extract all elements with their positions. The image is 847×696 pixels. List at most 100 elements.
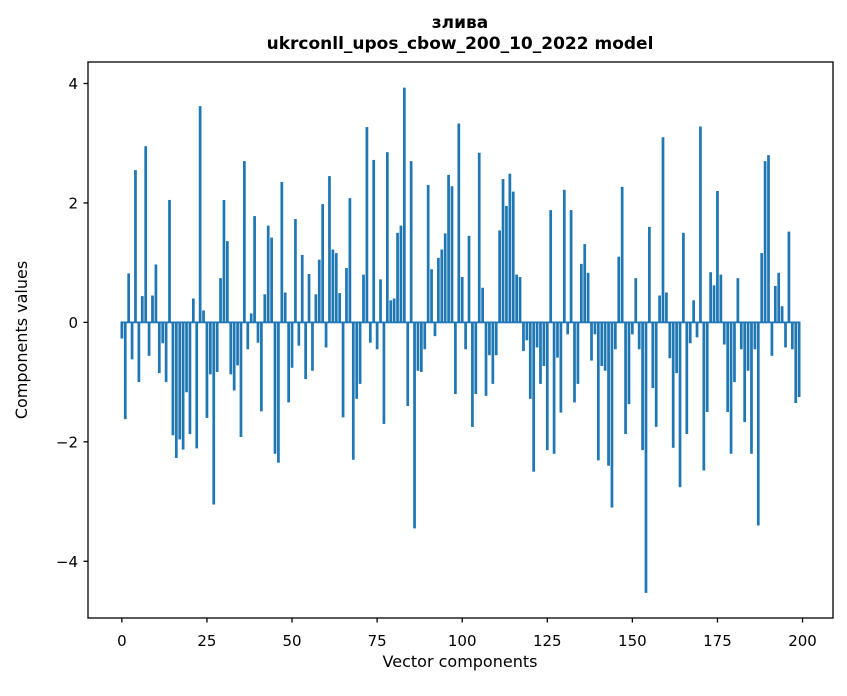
bar: [409, 161, 413, 323]
bar: [127, 273, 131, 323]
bar: [457, 123, 461, 323]
bar: [433, 322, 437, 337]
bar: [157, 322, 161, 374]
zero-baseline: [120, 321, 801, 324]
bar: [617, 256, 621, 323]
bar: [641, 322, 644, 451]
bar: [198, 106, 202, 323]
bar: [719, 274, 723, 323]
bar: [549, 210, 553, 323]
bar: [773, 285, 777, 323]
bar: [634, 278, 638, 323]
bar: [348, 198, 352, 323]
bar: [174, 322, 178, 458]
bar: [498, 230, 501, 323]
bar: [644, 322, 648, 593]
bar: [532, 322, 536, 472]
bar: [573, 322, 576, 403]
bar: [695, 322, 699, 338]
bar: [733, 322, 736, 383]
bar: [215, 322, 219, 372]
bar: [243, 161, 246, 323]
bar: [692, 300, 695, 323]
chart-title-line2: ukrconll_upos_cbow_200_10_2022 model: [267, 34, 654, 54]
bar: [566, 322, 570, 335]
bar: [760, 253, 764, 323]
bar: [246, 322, 250, 350]
bar: [763, 161, 767, 323]
bar: [362, 274, 365, 323]
bar: [668, 322, 672, 359]
bar: [324, 322, 328, 348]
bar: [226, 241, 229, 323]
y-axis-label: Components values: [12, 261, 31, 419]
bar: [736, 278, 740, 323]
bar: [253, 216, 256, 323]
bar: [280, 182, 284, 323]
bar: [790, 322, 794, 350]
bar: [406, 322, 410, 406]
bar: [688, 322, 692, 344]
y-tick-label: 4: [68, 75, 78, 93]
bar: [559, 322, 563, 413]
bar: [562, 189, 566, 323]
x-tick-label: 150: [618, 632, 647, 650]
bar: [385, 152, 389, 323]
bar: [314, 294, 318, 323]
bar: [702, 322, 706, 471]
bar: [450, 186, 454, 323]
bar: [212, 322, 216, 505]
bar: [784, 322, 787, 348]
bar: [610, 322, 614, 508]
bar: [590, 322, 593, 361]
bar: [399, 225, 403, 323]
bar: [522, 322, 525, 352]
bar: [358, 322, 362, 384]
bar: [328, 176, 331, 323]
bar: [682, 232, 685, 323]
bar: [648, 226, 651, 323]
bar: [178, 322, 182, 440]
ticks-layer: 0 25 50 75 100 125 150 175 200 −4 −2 0 2 4: [56, 75, 817, 650]
bar: [460, 276, 464, 323]
bar: [586, 272, 590, 323]
bar: [624, 322, 627, 435]
bar: [467, 235, 471, 323]
bar: [147, 322, 151, 356]
bar: [770, 322, 774, 356]
bar: [722, 322, 726, 345]
bar: [181, 322, 185, 450]
bar: [794, 322, 798, 403]
bar: [134, 170, 137, 323]
bar: [777, 272, 781, 323]
bar: [726, 322, 730, 412]
bar: [767, 155, 770, 323]
bar: [750, 322, 753, 454]
y-tick-label: 0: [68, 314, 78, 332]
bar: [263, 294, 267, 323]
bar: [232, 322, 236, 391]
bar: [202, 310, 205, 323]
bar: [454, 322, 457, 395]
bar: [413, 322, 416, 529]
bar: [120, 322, 124, 339]
bar: [501, 179, 505, 323]
bar: [297, 322, 301, 346]
bar: [396, 232, 399, 323]
bar: [525, 322, 529, 341]
bar: [651, 322, 655, 389]
bar: [631, 322, 634, 335]
bar: [474, 322, 478, 395]
bar: [675, 322, 678, 374]
bar: [389, 300, 393, 323]
bar: [671, 322, 675, 448]
bar: [164, 322, 168, 383]
bar: [365, 127, 369, 323]
bar: [317, 259, 321, 323]
y-tick-label: −4: [56, 553, 78, 571]
bar: [739, 322, 743, 350]
bar: [191, 298, 195, 323]
bar: [613, 322, 617, 350]
bar: [300, 254, 304, 323]
y-tick-label: −2: [56, 433, 78, 451]
